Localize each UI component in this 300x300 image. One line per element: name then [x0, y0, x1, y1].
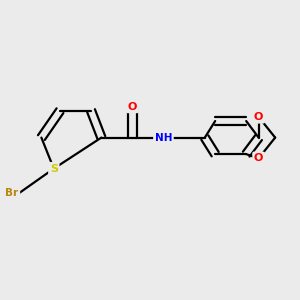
Text: O: O: [254, 153, 263, 163]
Text: S: S: [50, 164, 58, 174]
Text: Br: Br: [5, 188, 19, 198]
Text: NH: NH: [155, 133, 172, 142]
Text: O: O: [128, 102, 137, 112]
Text: O: O: [254, 112, 263, 122]
